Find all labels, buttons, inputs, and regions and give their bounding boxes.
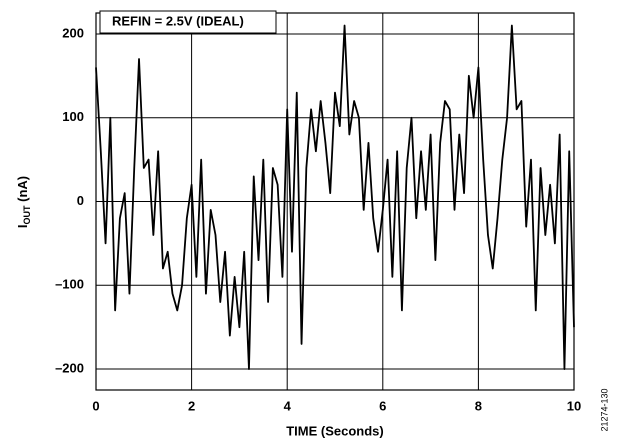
x-tick-label: 10 [567, 398, 581, 413]
data-line [95, 24, 575, 370]
annotation: REFIN = 2.5V (IDEAL) [112, 13, 244, 28]
y-label-main: I [15, 224, 30, 228]
x-tick-label: 8 [475, 398, 482, 413]
y-tick-label: –200 [55, 360, 84, 375]
y-tick-label: 200 [62, 25, 84, 40]
x-tick-label: 0 [92, 398, 99, 413]
y-label-unit: (nA) [15, 176, 30, 206]
y-tick-label: 100 [62, 109, 84, 124]
y-tick-label: –100 [55, 277, 84, 292]
annotation-box [99, 10, 277, 34]
y-axis-label: IOUT (nA) [15, 176, 32, 228]
y-tick-label: 0 [77, 193, 84, 208]
x-tick-label: 2 [188, 398, 195, 413]
y-label-sub: OUT [22, 205, 32, 225]
x-axis-label: TIME (Seconds) [286, 423, 384, 438]
x-tick-label: 4 [284, 398, 292, 413]
x-tick-label: 6 [379, 398, 386, 413]
figure-id: 21274-130 [599, 388, 609, 431]
